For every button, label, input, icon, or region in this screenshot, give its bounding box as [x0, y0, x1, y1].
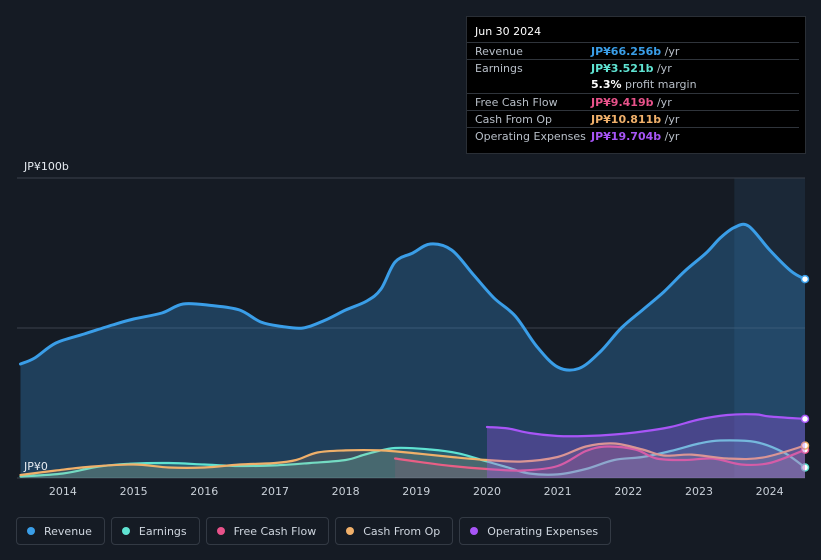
operating-expenses-end-point	[800, 414, 810, 424]
x-tick-label: 2022	[614, 485, 643, 498]
revenue-end-point	[800, 274, 810, 284]
tooltip-row-operating-expenses: Operating Expenses JP¥19.704b /yr	[467, 127, 799, 145]
free-cash-flow-line	[394, 445, 807, 472]
x-tick-label: 2016	[190, 485, 219, 498]
tooltip-value: JP¥66.256b /yr	[591, 45, 680, 58]
cash-from-op-line	[19, 442, 807, 477]
operating-expenses-dot-icon	[470, 527, 479, 535]
earnings-area	[20, 440, 805, 478]
tooltip-row-earnings: Earnings JP¥3.521b /yr	[467, 59, 799, 77]
legend-label: Revenue	[44, 524, 92, 538]
tooltip-value: JP¥19.704b /yr	[591, 130, 680, 143]
legend-item-cash-from-op[interactable]: Cash From Op	[335, 517, 454, 545]
tooltip-value: JP¥3.521b /yr	[591, 62, 672, 75]
tooltip-profit-margin: 5.3% profit margin	[591, 78, 697, 91]
tooltip-label: Free Cash Flow	[475, 96, 558, 109]
x-tick-label: 2014	[48, 485, 77, 498]
tooltip-row-free-cash-flow: Free Cash Flow JP¥9.419b /yr	[467, 93, 799, 111]
earnings-end-point	[800, 463, 810, 472]
tooltip-label: Operating Expenses	[475, 130, 586, 143]
operating-expenses-area	[487, 414, 805, 478]
tooltip-date: Jun 30 2024	[475, 25, 542, 38]
x-tick-label: 2018	[331, 485, 360, 498]
legend-item-operating-expenses[interactable]: Operating Expenses	[459, 517, 612, 545]
legend-label: Free Cash Flow	[233, 524, 317, 538]
legend-label: Cash From Op	[363, 524, 441, 538]
y-axis-bottom-label: JP¥0	[24, 460, 48, 473]
revenue-area	[20, 224, 805, 478]
tooltip-panel: Jun 30 2024 Revenue JP¥66.256b /yr Earni…	[466, 16, 806, 154]
tooltip-row-revenue: Revenue JP¥66.256b /yr	[467, 42, 799, 60]
cash-from-op-end-point	[800, 441, 810, 450]
legend-item-revenue[interactable]: Revenue	[16, 517, 105, 545]
tooltip-value: JP¥10.811b /yr	[591, 113, 680, 126]
cash-from-op-dot-icon	[346, 527, 355, 535]
revenue-line	[19, 222, 807, 372]
x-tick-label: 2021	[543, 485, 572, 498]
tooltip-label: Cash From Op	[475, 113, 553, 126]
legend: Revenue Earnings Free Cash Flow Cash Fro…	[16, 517, 612, 547]
free-cash-flow-dot-icon	[216, 527, 225, 535]
x-tick-label: 2015	[119, 485, 148, 498]
legend-item-earnings[interactable]: Earnings	[110, 517, 200, 545]
earnings-dot-icon	[121, 527, 130, 535]
tooltip-row-cash-from-op: Cash From Op JP¥10.811b /yr	[467, 110, 799, 128]
tooltip-label: Earnings	[475, 62, 523, 75]
x-tick-label: 2019	[402, 485, 431, 498]
legend-label: Operating Expenses	[487, 524, 599, 538]
x-tick-label: 2017	[260, 485, 289, 498]
x-tick-label: 2023	[684, 485, 713, 498]
earnings-line	[19, 439, 807, 478]
tooltip-value: JP¥9.419b /yr	[591, 96, 672, 109]
tooltip-label: Revenue	[475, 45, 523, 58]
cash-from-op-area	[20, 443, 805, 478]
revenue-dot-icon	[27, 527, 35, 535]
y-axis-top-label: JP¥100b	[24, 160, 69, 173]
legend-item-free-cash-flow[interactable]: Free Cash Flow	[205, 517, 330, 545]
legend-label: Earnings	[138, 524, 187, 538]
x-tick-label: 2024	[755, 485, 784, 498]
x-tick-label: 2020	[472, 485, 501, 498]
operating-expenses-line	[485, 413, 807, 438]
